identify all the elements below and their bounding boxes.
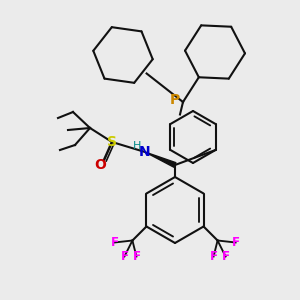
Text: N: N [139,145,151,159]
Text: F: F [110,236,118,249]
Text: S: S [107,135,117,149]
Text: F: F [232,236,240,249]
Text: F: F [132,250,140,263]
Text: H: H [133,141,141,151]
Text: O: O [94,158,106,172]
Text: P: P [170,93,180,107]
Polygon shape [145,152,176,167]
Text: F: F [222,250,230,263]
Text: F: F [210,250,218,263]
Text: F: F [120,250,128,263]
